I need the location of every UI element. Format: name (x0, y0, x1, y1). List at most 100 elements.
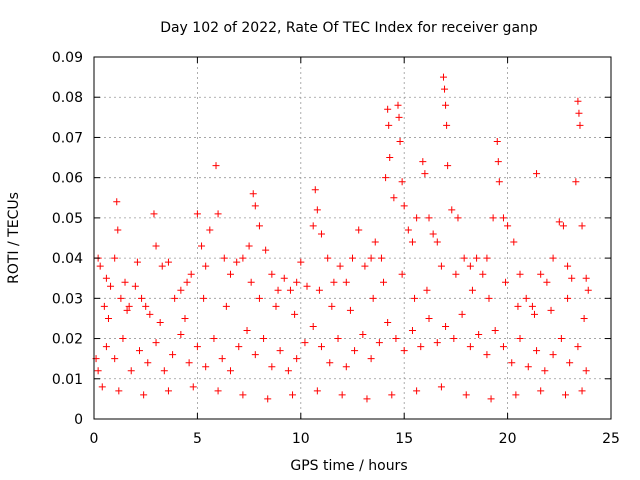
data-point (114, 226, 122, 234)
data-point (226, 270, 234, 278)
y-axis-label: ROTI / TECUs (6, 192, 22, 284)
data-point (359, 331, 367, 339)
data-point (200, 294, 208, 302)
data-point (522, 294, 530, 302)
y-tick-label: 0.05 (52, 211, 83, 227)
data-point (576, 121, 584, 129)
data-point (396, 137, 404, 145)
data-point (102, 343, 110, 351)
data-point (448, 206, 456, 214)
data-point (408, 327, 416, 335)
data-point (443, 121, 451, 129)
data-point (473, 254, 481, 262)
data-point (460, 254, 468, 262)
data-point (419, 158, 427, 166)
data-point (183, 278, 191, 286)
x-tick-label: 10 (292, 431, 310, 447)
data-point (140, 391, 148, 399)
data-point (574, 97, 582, 105)
grid-lines (94, 57, 611, 419)
data-point (361, 262, 369, 270)
data-point (346, 306, 354, 314)
data-point (328, 302, 336, 310)
data-point (313, 206, 321, 214)
data-point (485, 294, 493, 302)
data-point (489, 214, 497, 222)
data-point (408, 238, 416, 246)
data-point (262, 246, 270, 254)
data-point (543, 278, 551, 286)
data-point (264, 395, 272, 403)
data-point (388, 391, 396, 399)
y-tick-label: 0.01 (52, 372, 83, 388)
data-point (146, 310, 154, 318)
data-point (311, 186, 319, 194)
data-point (214, 210, 222, 218)
data-point (441, 85, 449, 93)
data-point (177, 286, 185, 294)
data-point (133, 258, 141, 266)
data-point (582, 274, 590, 282)
data-point (187, 270, 195, 278)
data-point (326, 359, 334, 367)
data-point (255, 222, 263, 230)
y-tick-label: 0.04 (52, 251, 83, 267)
data-point (268, 270, 276, 278)
data-point (293, 355, 301, 363)
data-point (413, 214, 421, 222)
data-point (127, 367, 135, 375)
data-point (516, 270, 524, 278)
data-point (125, 302, 133, 310)
data-point (423, 286, 431, 294)
data-point (113, 198, 121, 206)
data-point (375, 339, 383, 347)
data-point (524, 363, 532, 371)
data-point (578, 222, 586, 230)
data-point (537, 270, 545, 278)
data-point (444, 162, 452, 170)
data-point (575, 109, 583, 117)
data-point (284, 367, 292, 375)
data-point (247, 278, 255, 286)
data-point (495, 178, 503, 186)
data-point (433, 339, 441, 347)
data-point (413, 387, 421, 395)
data-point (367, 355, 375, 363)
data-point (508, 359, 516, 367)
data-point (291, 310, 299, 318)
data-point (411, 294, 419, 302)
data-point (193, 343, 201, 351)
data-point (164, 258, 172, 266)
data-point (483, 351, 491, 359)
data-point (369, 294, 377, 302)
data-point (504, 222, 512, 230)
data-point (400, 347, 408, 355)
data-point (158, 262, 166, 270)
data-point (425, 214, 433, 222)
data-point (562, 391, 570, 399)
data-point (260, 335, 268, 343)
data-point (394, 101, 402, 109)
data-point (193, 210, 201, 218)
data-point (349, 254, 356, 262)
data-point (380, 278, 388, 286)
data-point (425, 314, 433, 322)
data-point (156, 318, 164, 326)
x-tick-label: 0 (90, 431, 99, 447)
data-point (233, 258, 241, 266)
data-point (494, 158, 502, 166)
data-point (210, 335, 218, 343)
data-point (547, 306, 555, 314)
y-tick-label: 0.08 (52, 90, 83, 106)
y-axis-ticks: 0 0.01 0.02 0.03 0.04 0.05 0.06 0.07 0.08 0.09 (52, 50, 611, 428)
data-point (377, 254, 385, 262)
data-point (466, 343, 474, 351)
data-point (429, 230, 437, 238)
data-point (309, 222, 317, 230)
chart-title: Day 102 of 2022, Rate Of TEC Index for r… (160, 20, 538, 36)
x-tick-label: 20 (499, 431, 517, 447)
data-point (400, 202, 408, 210)
data-point (189, 383, 197, 391)
data-point (135, 347, 143, 355)
data-point (119, 335, 127, 343)
